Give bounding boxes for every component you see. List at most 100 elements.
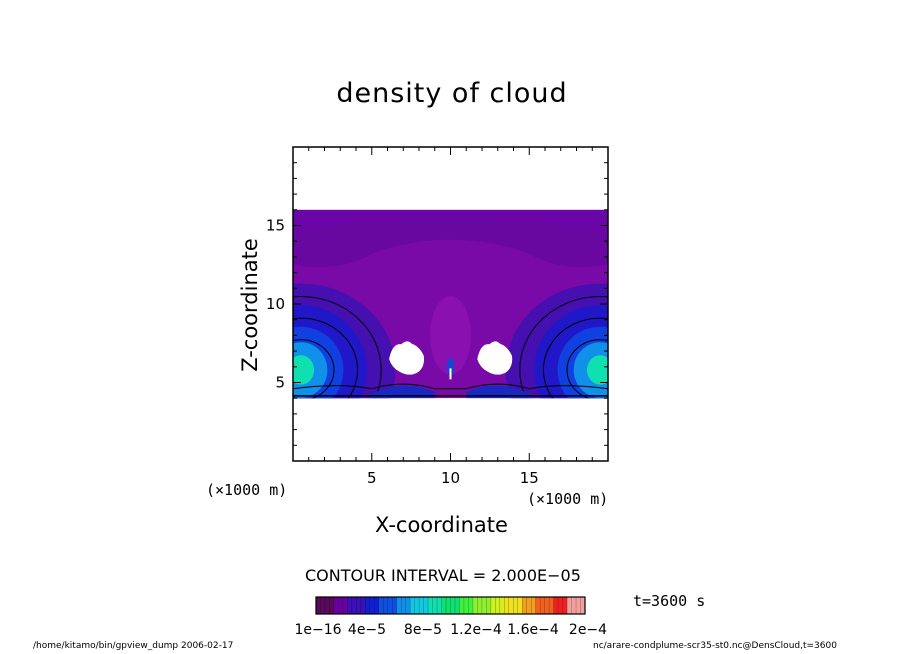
colorbar-cell-46: [522, 597, 528, 614]
colorbar-cell-1: [320, 597, 326, 614]
colorbar-cell-51: [544, 597, 550, 614]
colorbar-cell-48: [531, 597, 536, 614]
colorbar-cell-5: [338, 597, 344, 614]
colorbar-cell-29: [446, 597, 451, 614]
colorbar-cell-43: [508, 597, 514, 614]
colorbar-cell-38: [486, 597, 492, 614]
edge-contour-0-2: [293, 339, 335, 399]
x-unit-label-right: (×1000 m): [527, 490, 609, 508]
colorbar-cell-8: [351, 597, 357, 614]
y-tick-label-15: 15: [266, 217, 285, 235]
central-gap: [449, 368, 452, 380]
edge-contour-1-0: [519, 296, 608, 399]
colorbar-cell-42: [504, 597, 510, 614]
colorbar-label-4: 1.6e−4: [507, 622, 559, 638]
colorbar-cell-21: [410, 597, 415, 614]
edge-max-0: [293, 355, 315, 385]
colorbar-cell-12: [369, 597, 375, 614]
colorbar-cell-41: [499, 597, 505, 614]
colorbar-cell-6: [342, 597, 348, 614]
edge-max-1: [586, 355, 608, 385]
colorbar-cell-58: [576, 597, 581, 614]
colorbar-label-0: 1e−16: [294, 622, 341, 638]
y-tick-label-10: 10: [266, 295, 285, 313]
colorbar-cell-53: [553, 597, 559, 614]
mid-contour-band: [293, 217, 608, 268]
colorbar-cell-37: [481, 597, 487, 614]
y-tick-label-5: 5: [275, 374, 285, 392]
colorbar-cell-20: [405, 597, 411, 614]
colorbar-cell-54: [558, 597, 563, 614]
colorbar-cell-36: [477, 597, 483, 614]
colorbar-cell-14: [378, 597, 384, 614]
colorbar-label-1: 4e−5: [348, 622, 386, 638]
colorbar-cell-3: [329, 597, 335, 614]
colorbar-cell-34: [468, 597, 474, 614]
colorbar-cell-31: [454, 597, 460, 614]
central-plume: [430, 296, 471, 375]
colorbar-cell-0: [316, 597, 321, 614]
colorbar-cell-40: [495, 597, 501, 614]
colorbar-cell-33: [463, 597, 469, 614]
footer-left-text: /home/kitamo/bin/gpview_dump 2006-02-17: [33, 641, 234, 651]
chart-title: density of cloud: [336, 78, 568, 109]
colorbar-cell-16: [387, 597, 393, 614]
colorbar-cell-24: [423, 597, 429, 614]
colorbar-label-2: 8e−5: [404, 622, 442, 638]
footer-right-text: nc/arare-condplume-scr35-st0.nc@DensClou…: [593, 641, 837, 651]
colorbar-cell-55: [562, 597, 568, 614]
colorbar-cell-19: [401, 597, 406, 614]
x-tick-label-5: 5: [367, 469, 377, 487]
lower-layer-left: [368, 385, 435, 399]
colorbar-cell-28: [441, 597, 447, 614]
colorbar-cell-22: [414, 597, 420, 614]
x-tick-label-10: 10: [441, 469, 460, 487]
colorbar-cell-32: [459, 597, 465, 614]
colorbar-cell-44: [513, 597, 519, 614]
colorbar-cell-27: [437, 597, 442, 614]
colorbar-cell-45: [517, 597, 523, 614]
cloud-free-hole-2: [389, 341, 425, 375]
x-tick-label-15: 15: [520, 469, 539, 487]
edge-contour-1-2: [566, 339, 608, 399]
central-plume-core: [446, 357, 455, 377]
colorbar-cell-2: [324, 597, 330, 614]
colorbar-cell-7: [347, 597, 353, 614]
colorbar-cell-25: [428, 597, 433, 614]
lower-contour-line-2: [293, 383, 608, 390]
colorbar-cell-18: [396, 597, 402, 614]
colorbar-cell-4: [333, 597, 339, 614]
colorbar-cell-52: [549, 597, 554, 614]
colorbar-cell-26: [432, 597, 438, 614]
colorbar-cell-11: [365, 597, 371, 614]
edge-contour-1-1: [542, 317, 608, 399]
x-axis-label: X-coordinate: [375, 513, 508, 537]
colorbar-cell-39: [490, 597, 496, 614]
edge-contour-0-1: [293, 317, 359, 399]
colorbar-cell-57: [571, 597, 577, 614]
colorbar-cell-23: [419, 597, 424, 614]
colorbar-cell-50: [540, 597, 545, 614]
colorbar-cell-13: [374, 597, 380, 614]
time-label: t=3600 s: [633, 592, 706, 610]
colorbar-cell-47: [526, 597, 532, 614]
colorbar-cell-15: [383, 597, 389, 614]
lower-layer-right: [466, 385, 533, 399]
colorbar-cell-35: [472, 597, 478, 614]
colorbar-cell-10: [360, 597, 366, 614]
colorbar-cell-56: [567, 597, 572, 614]
colorbar-cell-17: [392, 597, 397, 614]
colorbar-cell-49: [535, 597, 541, 614]
colorbar-frame: [315, 596, 586, 615]
colorbar-cell-9: [356, 597, 362, 614]
edge-contour-0-0: [293, 296, 382, 399]
colorbar-label-3: 1.2e−4: [450, 622, 502, 638]
colorbar-cell-59: [580, 597, 586, 614]
colorbar-cell-30: [450, 597, 456, 614]
contour-interval-label: CONTOUR INTERVAL = 2.000E−05: [305, 566, 581, 585]
colorbar-label-5: 2e−4: [569, 622, 607, 638]
cloud-free-hole-3: [477, 341, 513, 375]
x-unit-label-left: (×1000 m): [206, 481, 288, 499]
upper-contour-band: [293, 209, 608, 232]
